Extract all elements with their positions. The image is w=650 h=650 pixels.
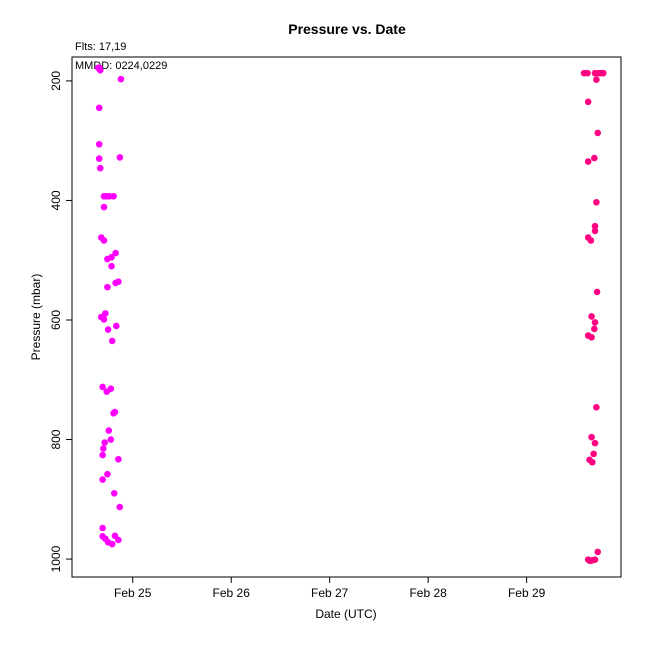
data-point-series-2: [591, 227, 599, 235]
data-point-series-1: [99, 451, 106, 459]
data-point-series-2: [591, 319, 599, 326]
data-point-series-2: [593, 198, 600, 206]
data-point-series-2: [584, 158, 592, 165]
data-point-series-1: [110, 490, 118, 497]
data-point-series-1: [105, 427, 113, 434]
data-point-series-1: [108, 262, 115, 270]
x-axis: Feb 25 Feb 26 Feb 27 Feb 28 Feb 29: [114, 577, 546, 600]
data-point-series-1: [95, 140, 103, 148]
data-point-series-1: [110, 192, 117, 200]
data-point-series-2: [599, 69, 607, 77]
data-point-series-1: [95, 104, 103, 112]
chart-title: Pressure vs. Date: [288, 21, 406, 37]
data-point-series-2: [591, 222, 599, 230]
data-point-series-1: [100, 316, 108, 323]
data-point-series-2: [584, 69, 591, 77]
plot-frame: [71, 56, 622, 578]
data-point-series-1: [96, 66, 104, 74]
x-axis-label: Date (UTC): [315, 607, 376, 621]
y-tick-label: 800: [49, 429, 63, 449]
flights-annotation: Flts: 17,19: [75, 41, 126, 53]
y-tick-label: 1000: [49, 545, 63, 572]
data-point-series-2: [591, 325, 598, 333]
data-point-series-2: [591, 154, 598, 162]
data-point-series-1: [104, 470, 111, 478]
data-point-series-2: [584, 98, 592, 106]
x-tick-label: Feb 27: [311, 586, 349, 600]
data-point-series-1: [100, 445, 107, 452]
data-point-series-1: [101, 439, 108, 446]
data-point-series-2: [591, 439, 599, 447]
data-point-series-1: [107, 436, 115, 443]
data-point-series-2: [590, 450, 597, 458]
y-axis: 200 400 600 800 1000: [49, 71, 72, 572]
data-point-series-1: [108, 337, 116, 345]
data-point-series-2: [593, 76, 600, 84]
data-point-series-1: [104, 283, 111, 291]
data-point-series-1: [116, 503, 124, 511]
data-point-series-1: [99, 476, 106, 483]
data-point-series-1: [104, 326, 112, 333]
data-point-series-1: [99, 383, 106, 391]
data-point-series-1: [107, 385, 115, 393]
y-tick-label: 200: [49, 71, 63, 91]
data-point-series-1: [115, 278, 122, 286]
x-tick-label: Feb 29: [508, 586, 546, 600]
data-point-series-1: [116, 154, 124, 161]
data-point-series-1: [117, 75, 125, 83]
y-axis-label: Pressure (mbar): [29, 274, 43, 361]
y-tick-label: 400: [49, 190, 63, 210]
data-point-series-1: [115, 455, 122, 463]
data-point-series-1: [95, 155, 103, 162]
data-point-series-1: [108, 540, 116, 548]
x-tick-label: Feb 26: [213, 586, 251, 600]
data-point-series-1: [102, 310, 109, 317]
y-tick-label: 600: [49, 310, 63, 330]
data-point-series-1: [113, 322, 120, 330]
date-annotation: MMDD: 0224,0229: [75, 60, 167, 72]
data-point-series-1: [100, 237, 108, 244]
data-point-series-2: [588, 334, 595, 341]
x-tick-label: Feb 28: [409, 586, 447, 600]
data-point-series-1: [111, 408, 119, 416]
data-point-series-2: [588, 433, 595, 441]
data-point-series-2: [594, 548, 602, 556]
data-point-series-1: [99, 524, 106, 532]
data-point-series-1: [100, 203, 108, 211]
data-point-series-2: [588, 313, 595, 320]
data-point-series-2: [588, 458, 596, 466]
data-point-series-1: [108, 253, 115, 261]
data-points: [94, 64, 607, 565]
data-point-series-1: [115, 536, 122, 544]
data-point-series-1: [112, 249, 119, 257]
data-point-series-2: [593, 288, 601, 296]
x-tick-label: Feb 25: [114, 586, 152, 600]
data-point-series-2: [587, 237, 595, 244]
data-point-series-1: [96, 164, 104, 172]
data-point-series-2: [593, 403, 600, 411]
data-point-series-2: [591, 556, 599, 563]
data-point-series-2: [594, 129, 602, 137]
